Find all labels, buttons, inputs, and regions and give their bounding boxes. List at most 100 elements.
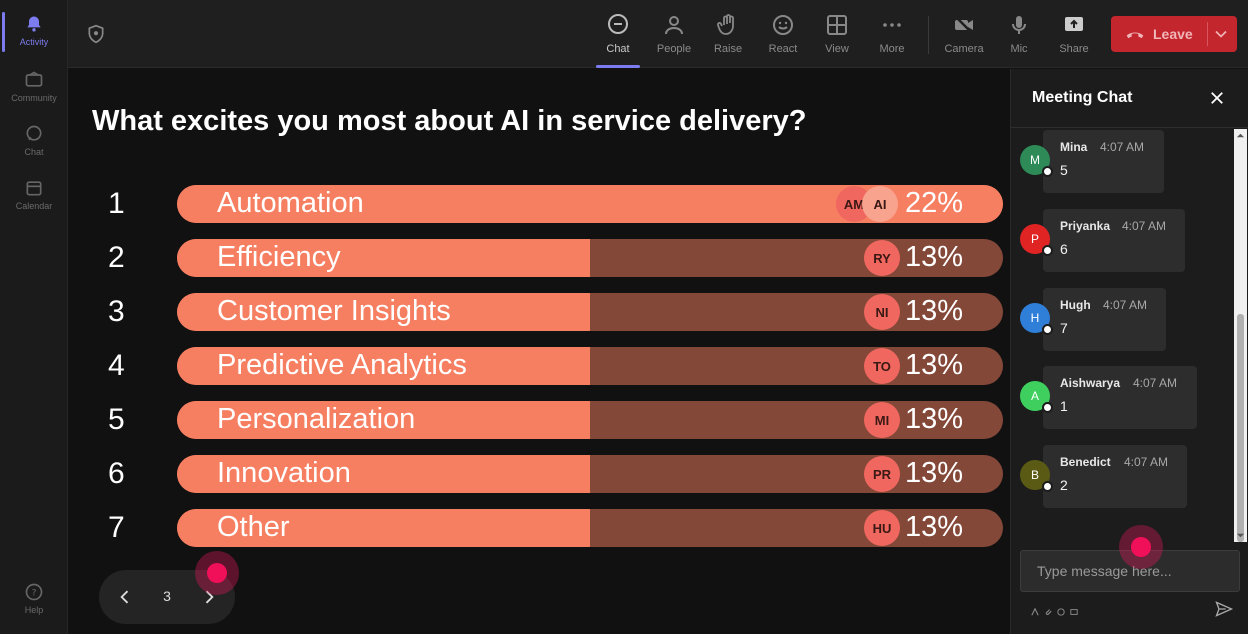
- leave-divider: [1207, 22, 1208, 46]
- people-button[interactable]: People: [648, 8, 700, 64]
- avatar-initial: A: [1030, 389, 1039, 403]
- more-button[interactable]: More: [866, 8, 918, 64]
- view-button[interactable]: View: [811, 8, 863, 64]
- chat-message: Mina 4:07 AM 5 M: [1011, 130, 1233, 194]
- message-text: 6: [1060, 241, 1068, 257]
- chat-message: Priyanka 4:07 AM 6 P: [1011, 209, 1233, 273]
- chevron-down-icon[interactable]: [1211, 24, 1231, 44]
- scroll-down-icon[interactable]: [1236, 531, 1245, 540]
- result-bar: Predictive Analytics TO 13%: [177, 347, 1003, 385]
- raise-hand-label: Raise: [713, 43, 743, 55]
- option-rank: 2: [108, 241, 125, 274]
- option-percent: 13%: [904, 403, 963, 435]
- option-label: Innovation: [217, 457, 351, 489]
- chat-icon: [26, 125, 42, 141]
- format-text-icon[interactable]: [1031, 603, 1039, 616]
- result-bar-fill: [177, 347, 590, 385]
- message-text: 1: [1060, 398, 1068, 414]
- sender-name: Aishwarya: [1060, 376, 1121, 390]
- chevron-right-icon[interactable]: [199, 587, 219, 607]
- svg-text:?: ?: [32, 587, 37, 598]
- click-indicator: [195, 551, 239, 595]
- community-icon: [25, 71, 43, 87]
- option-label: Personalization: [217, 403, 416, 435]
- rail-label-community: Community: [11, 93, 57, 103]
- close-icon[interactable]: [1208, 89, 1226, 107]
- voter-avatar: NI: [864, 294, 900, 330]
- option-rank: 7: [108, 511, 125, 544]
- scroll-up-icon[interactable]: [1236, 131, 1245, 140]
- share-label: Share: [1059, 43, 1089, 55]
- gif-icon[interactable]: [1070, 603, 1078, 615]
- chat-message-list: Mina 4:07 AM 5 M Priyanka 4:07 AM 6 P Hugh 4:07 A…: [1011, 128, 1233, 542]
- rail-item-help[interactable]: ? Help: [0, 574, 68, 628]
- result-bar-fill: [177, 401, 590, 439]
- attach-icon[interactable]: [1044, 603, 1052, 616]
- shield-icon[interactable]: [86, 24, 106, 44]
- chevron-left-icon[interactable]: [115, 587, 135, 607]
- option-rank: 3: [108, 295, 125, 328]
- option-label: Other: [217, 511, 290, 543]
- option-percent: 13%: [904, 511, 963, 543]
- rail-label-chat: Chat: [24, 147, 44, 157]
- option-percent: 22%: [904, 187, 963, 219]
- sender-avatar[interactable]: H: [1020, 303, 1053, 335]
- leave-button[interactable]: Leave: [1111, 16, 1237, 52]
- sender-name: Benedict: [1060, 455, 1111, 469]
- click-indicator: [1119, 525, 1163, 569]
- rail-item-chat[interactable]: Chat: [0, 116, 68, 170]
- people-button-label: People: [656, 43, 692, 55]
- voter-avatar: HU: [864, 510, 900, 546]
- rail-label-activity: Activity: [19, 37, 49, 47]
- chat-title: Meeting Chat: [1032, 89, 1133, 106]
- person-icon: [665, 16, 683, 35]
- camera-button[interactable]: Camera: [938, 8, 990, 64]
- emoji-icon[interactable]: [1057, 603, 1065, 616]
- option-rank: 5: [108, 403, 125, 436]
- more-dots-icon: [883, 23, 901, 27]
- result-bar: Customer Insights NI 13%: [177, 293, 1003, 331]
- scrollbar-thumb[interactable]: [1237, 314, 1244, 542]
- presence-status-icon: [1042, 166, 1053, 177]
- react-button[interactable]: React: [757, 8, 809, 64]
- result-bar: Other HU 13%: [177, 509, 1003, 547]
- share-button[interactable]: Share: [1048, 8, 1100, 64]
- voter-avatar: PR: [864, 456, 900, 492]
- mic-button[interactable]: Mic: [993, 8, 1045, 64]
- option-label: Customer Insights: [217, 295, 451, 327]
- message-input[interactable]: [1021, 551, 1239, 591]
- share-screen-icon: [1065, 17, 1083, 31]
- message-bubble: Hugh 4:07 AM 7: [1043, 288, 1166, 351]
- poll-question: What excites you most about AI in servic…: [92, 105, 807, 137]
- chat-button[interactable]: Chat: [592, 8, 644, 68]
- react-label: React: [768, 43, 798, 55]
- sender-avatar[interactable]: M: [1020, 145, 1053, 177]
- option-percent: 13%: [904, 349, 963, 381]
- option-label: Efficiency: [217, 241, 341, 273]
- rail-item-calendar[interactable]: Calendar: [0, 170, 68, 224]
- rail-item-community[interactable]: Community: [0, 62, 68, 116]
- sender-avatar[interactable]: P: [1020, 224, 1053, 256]
- mic-label: Mic: [1010, 43, 1028, 55]
- microphone-icon: [1012, 16, 1026, 34]
- send-icon[interactable]: [1214, 599, 1234, 619]
- option-rank: 1: [108, 187, 125, 220]
- sender-avatar[interactable]: B: [1020, 460, 1053, 492]
- option-percent: 13%: [904, 295, 963, 327]
- rail-item-activity[interactable]: Activity: [0, 6, 68, 60]
- result-bar: Personalization MI 13%: [177, 401, 1003, 439]
- chat-composer: [1020, 550, 1240, 592]
- view-label: View: [825, 43, 849, 55]
- sender-avatar[interactable]: A: [1020, 381, 1053, 413]
- message-timestamp: 4:07 AM: [1103, 298, 1148, 312]
- chat-button-label: Chat: [606, 43, 630, 55]
- left-rail: Activity Community Chat Calendar ? Help: [0, 0, 68, 634]
- avatar-initial: M: [1030, 153, 1040, 167]
- poll-stage: What excites you most about AI in servic…: [68, 69, 1010, 634]
- raise-hand-button[interactable]: Raise: [702, 8, 754, 64]
- presence-status-icon: [1042, 402, 1053, 413]
- meeting-chat-panel: Meeting Chat Mina 4:07 AM 5 M Priyanka 4:07 A…: [1010, 69, 1248, 634]
- option-rank: 6: [108, 457, 125, 490]
- chat-scrollbar[interactable]: [1234, 129, 1247, 542]
